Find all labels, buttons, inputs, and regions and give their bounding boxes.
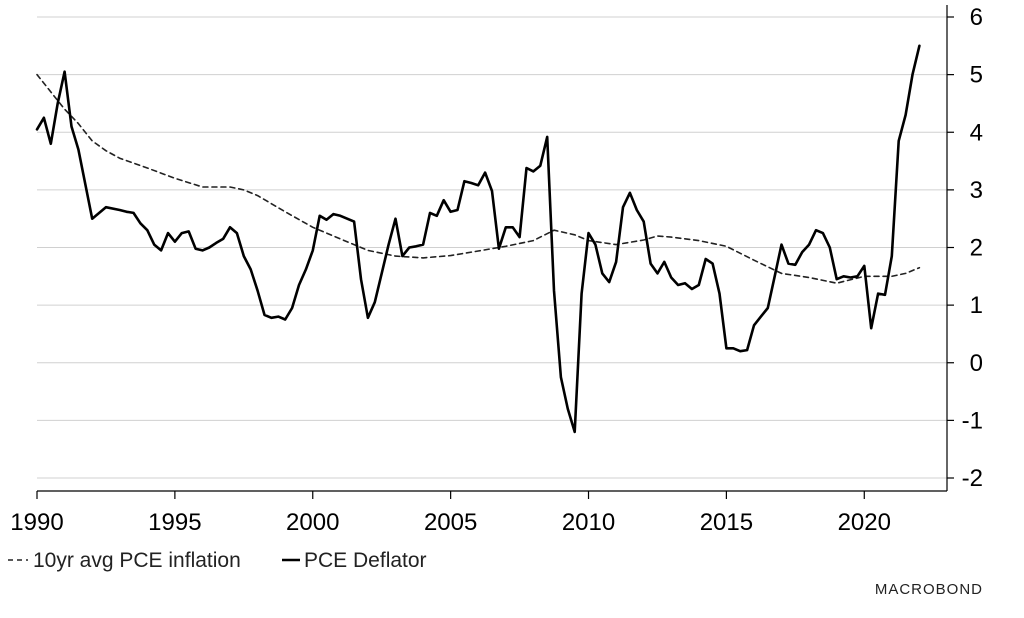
series-layer — [35, 44, 921, 434]
y-tick-label: 2 — [970, 235, 983, 262]
x-tick-label: 1995 — [148, 509, 201, 536]
legend: 10yr avg PCE inflation PCE Deflator — [8, 549, 427, 572]
y-tick-label: 1 — [970, 292, 983, 319]
x-axis-ticks: 1990 1995 2000 2005 2010 2015 2020 — [10, 491, 891, 536]
y-tick-label: 5 — [970, 62, 983, 89]
y-tick-label: 6 — [970, 4, 983, 31]
series-line-pce-deflator — [35, 44, 921, 434]
legend-label-10yr-avg: 10yr avg PCE inflation — [33, 549, 241, 572]
series-line-10yr-avg — [36, 73, 921, 285]
x-tick-label: 2010 — [562, 509, 615, 536]
x-tick-label: 2020 — [838, 509, 891, 536]
y-axis-ticks: 6 5 4 3 2 1 0 -1 -2 — [947, 4, 983, 492]
brand-text: MACROBOND — [875, 581, 983, 598]
y-tick-label: 0 — [970, 350, 983, 377]
x-tick-label: 2015 — [700, 509, 753, 536]
x-tick-label: 2005 — [424, 509, 477, 536]
y-tick-label: -1 — [962, 407, 983, 434]
gridlines — [37, 16, 947, 479]
y-tick-label: 4 — [970, 119, 983, 146]
y-tick-label: -2 — [962, 465, 983, 492]
y-tick-label: 3 — [970, 177, 983, 204]
legend-label-pce-deflator: PCE Deflator — [304, 549, 427, 572]
x-tick-label: 1990 — [10, 509, 63, 536]
x-tick-label: 2000 — [286, 509, 339, 536]
macrobond-logo: MACROBOND — [875, 581, 983, 598]
